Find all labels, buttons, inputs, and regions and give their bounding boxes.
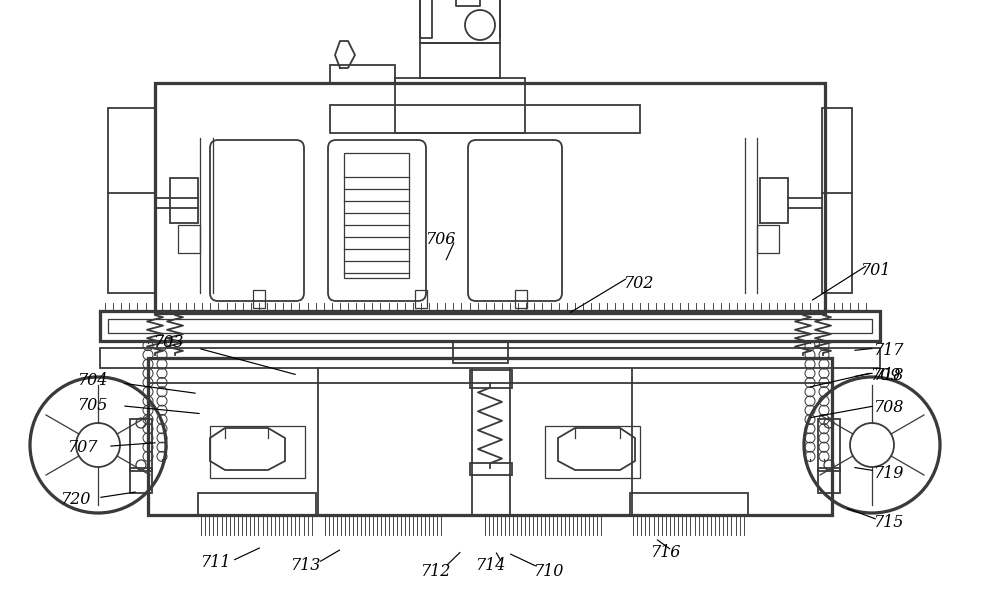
Text: 711: 711 <box>200 554 230 571</box>
Text: 701: 701 <box>860 262 890 280</box>
Text: 705: 705 <box>77 397 107 414</box>
Text: 707: 707 <box>67 439 97 456</box>
Text: 718: 718 <box>873 367 903 384</box>
Text: 702: 702 <box>623 275 653 292</box>
Text: 708: 708 <box>873 399 903 416</box>
Text: 706: 706 <box>425 230 455 248</box>
Text: 715: 715 <box>873 514 903 531</box>
Text: 713: 713 <box>290 557 320 574</box>
Text: 709: 709 <box>870 367 900 384</box>
Text: 704: 704 <box>77 371 107 389</box>
Text: 719: 719 <box>873 465 903 482</box>
Text: 720: 720 <box>60 491 90 508</box>
Text: 712: 712 <box>420 563 450 580</box>
Text: 703: 703 <box>153 333 183 351</box>
Text: 714: 714 <box>475 557 505 574</box>
Text: 710: 710 <box>533 563 563 580</box>
Text: 717: 717 <box>873 342 903 359</box>
Text: 716: 716 <box>650 544 680 562</box>
